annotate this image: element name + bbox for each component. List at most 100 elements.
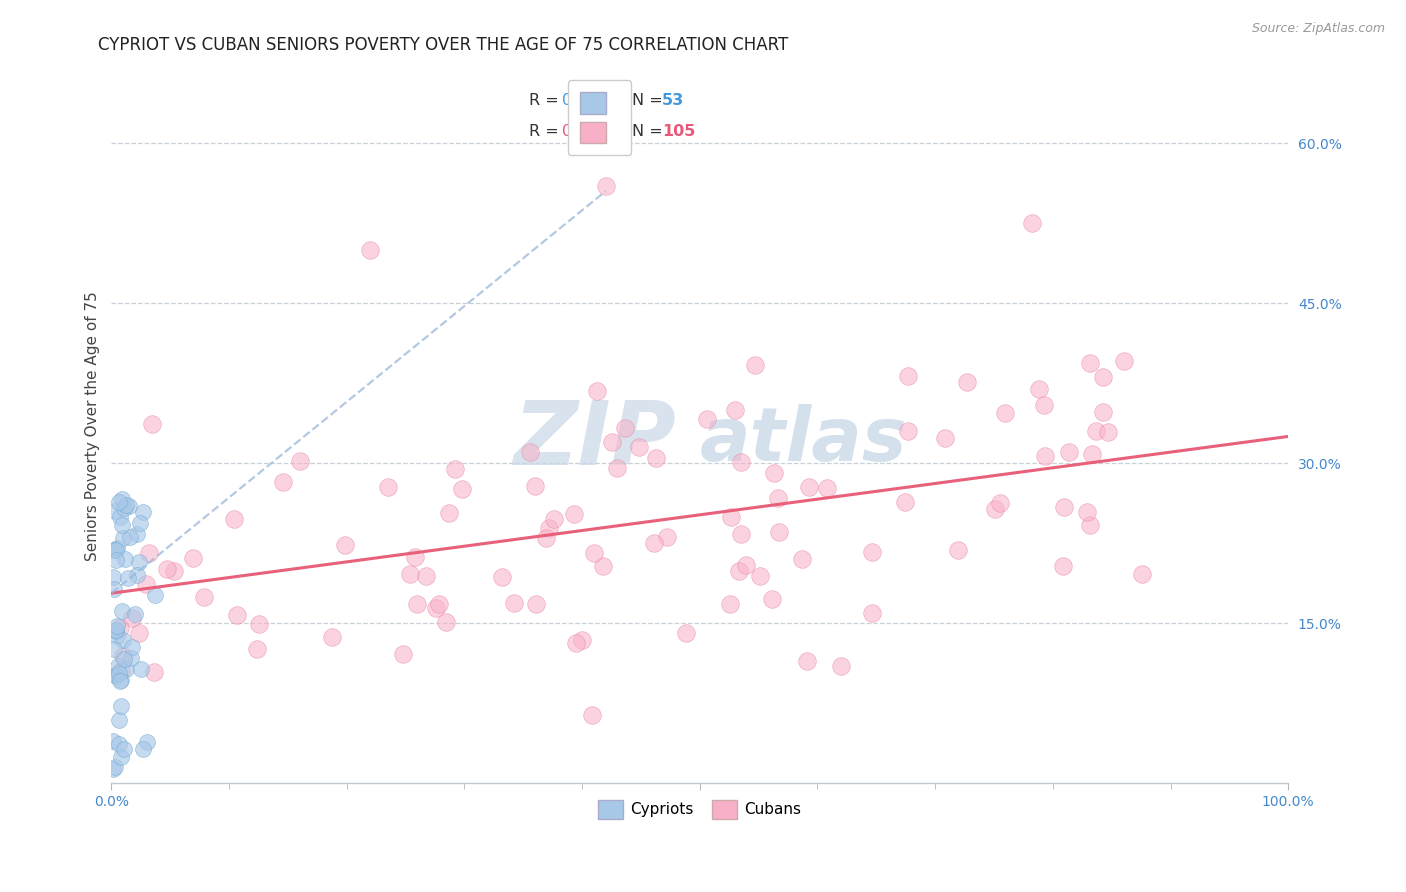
Point (565, 636, 588, 650)
Point (118, 499, 141, 513)
Point (696, 412, 718, 426)
Point (749, 569, 772, 583)
Point (524, 478, 547, 492)
Point (1021, 216, 1043, 230)
Point (101, 762, 124, 776)
Point (792, 552, 814, 566)
Point (112, 652, 135, 666)
Point (406, 597, 429, 611)
Point (181, 551, 204, 566)
Point (128, 555, 150, 569)
Point (655, 530, 678, 544)
Point (443, 461, 465, 475)
Point (724, 403, 747, 417)
Point (439, 507, 461, 521)
Point (111, 517, 134, 532)
Point (120, 651, 142, 665)
Point (543, 512, 565, 526)
Point (125, 568, 148, 582)
Point (128, 625, 150, 640)
Text: 53: 53 (662, 93, 685, 108)
Point (118, 530, 141, 544)
Point (860, 606, 883, 620)
Text: CYPRIOT VS CUBAN SENIORS POVERTY OVER THE AGE OF 75 CORRELATION CHART: CYPRIOT VS CUBAN SENIORS POVERTY OVER TH… (98, 36, 789, 54)
Point (143, 588, 166, 602)
Point (108, 495, 131, 509)
Text: R =: R = (529, 93, 564, 108)
Point (103, 641, 125, 656)
Point (377, 480, 399, 494)
Point (121, 610, 143, 624)
Point (1057, 445, 1080, 459)
Point (103, 543, 125, 558)
Point (405, 549, 427, 564)
Point (956, 375, 979, 389)
Point (815, 481, 838, 495)
Point (1076, 505, 1098, 519)
Text: Source: ZipAtlas.com: Source: ZipAtlas.com (1251, 22, 1385, 36)
Point (675, 625, 697, 640)
Point (105, 667, 128, 681)
Point (934, 431, 956, 445)
Point (142, 665, 165, 680)
Point (735, 558, 758, 573)
Point (1052, 559, 1074, 574)
Point (595, 178, 617, 193)
Point (1033, 398, 1056, 412)
Point (1097, 425, 1119, 439)
Point (111, 492, 134, 507)
Text: 105: 105 (662, 124, 696, 139)
Point (893, 495, 915, 509)
Point (581, 708, 603, 723)
Point (112, 500, 135, 515)
Point (110, 750, 132, 764)
Point (1114, 354, 1136, 368)
Point (245, 642, 267, 657)
Point (101, 570, 124, 584)
Point (136, 734, 159, 748)
Point (128, 516, 150, 531)
Point (271, 475, 294, 490)
Point (110, 673, 132, 688)
Point (226, 608, 249, 623)
Point (585, 384, 607, 398)
Point (108, 673, 131, 688)
Point (103, 582, 125, 596)
Point (583, 546, 606, 560)
Point (115, 498, 138, 512)
Point (110, 698, 132, 713)
Point (1033, 449, 1056, 463)
Point (491, 570, 513, 584)
Point (534, 531, 557, 545)
Text: N =: N = (631, 124, 668, 139)
Point (606, 460, 628, 475)
Point (129, 662, 152, 676)
Point (121, 640, 143, 654)
Point (398, 567, 420, 582)
Point (112, 532, 135, 546)
Point (193, 591, 215, 605)
Point (108, 621, 131, 635)
Point (107, 659, 129, 673)
Point (333, 538, 356, 552)
Point (247, 616, 270, 631)
Point (415, 568, 437, 582)
Point (730, 526, 752, 541)
Point (645, 450, 668, 465)
Point (730, 454, 752, 468)
Point (105, 552, 128, 566)
Point (141, 417, 163, 431)
Point (562, 507, 585, 521)
Point (427, 597, 450, 611)
Point (132, 505, 155, 519)
Point (766, 491, 789, 505)
Text: R =: R = (529, 124, 564, 139)
Point (425, 600, 447, 615)
Point (896, 425, 918, 439)
Point (994, 406, 1017, 420)
Point (108, 738, 131, 752)
Point (744, 359, 766, 373)
Point (105, 629, 128, 643)
Point (104, 760, 127, 774)
Point (503, 596, 526, 610)
